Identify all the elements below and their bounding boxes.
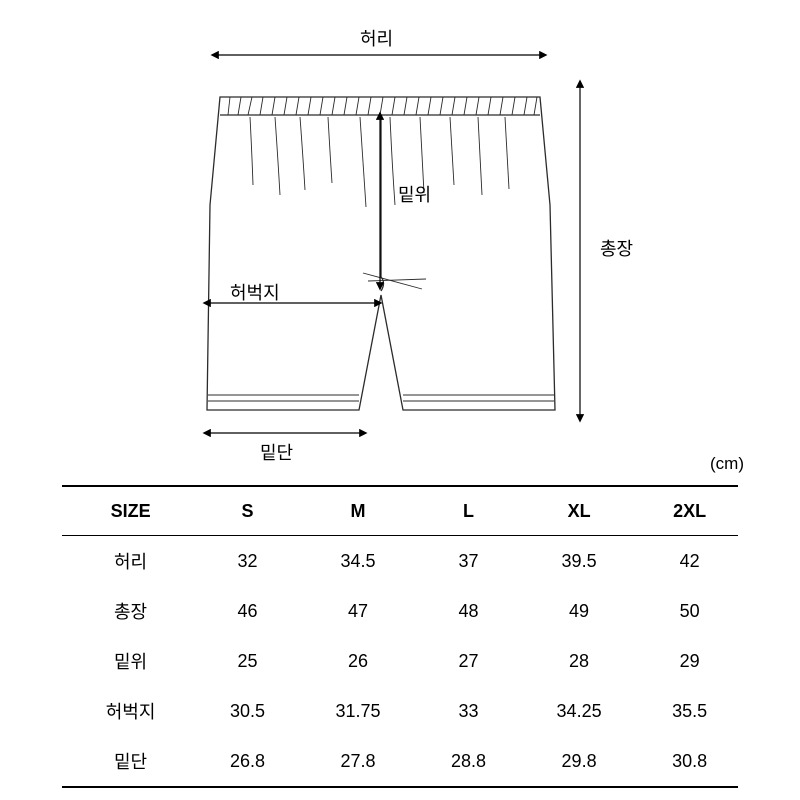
table-header-row: SIZE S M L XL 2XL: [62, 486, 738, 536]
shorts-outline: [207, 97, 555, 410]
label-hem: 밑단: [260, 439, 293, 465]
cell: 밑위: [62, 636, 199, 686]
cell: 28: [517, 636, 641, 686]
cell: 47: [296, 586, 420, 636]
cell: 50: [641, 586, 738, 636]
cell: 밑단: [62, 736, 199, 787]
cell: 26: [296, 636, 420, 686]
unit-label: (cm): [710, 454, 744, 474]
th-size: SIZE: [62, 486, 199, 536]
cell: 39.5: [517, 536, 641, 587]
cell: 29: [641, 636, 738, 686]
cell: 46: [199, 586, 296, 636]
cell: 35.5: [641, 686, 738, 736]
cell: 30.8: [641, 736, 738, 787]
cell: 37: [420, 536, 517, 587]
table-row: 밑위 25 26 27 28 29: [62, 636, 738, 686]
cell: 27: [420, 636, 517, 686]
cell: 29.8: [517, 736, 641, 787]
cell: 총장: [62, 586, 199, 636]
cell: 26.8: [199, 736, 296, 787]
table-row: 허리 32 34.5 37 39.5 42: [62, 536, 738, 587]
cell: 49: [517, 586, 641, 636]
label-waist: 허리: [360, 25, 393, 51]
cell: 34.5: [296, 536, 420, 587]
cell: 32: [199, 536, 296, 587]
th-xl: XL: [517, 486, 641, 536]
size-chart-page: 허리 총장 밑위 허벅지 밑단 (cm) SIZE S M L XL 2XL 허…: [0, 0, 800, 800]
shorts-diagram: 허리 총장 밑위 허벅지 밑단: [110, 45, 690, 445]
cell: 25: [199, 636, 296, 686]
cell: 허리: [62, 536, 199, 587]
th-s: S: [199, 486, 296, 536]
label-rise: 밑위: [398, 181, 431, 207]
cell: 48: [420, 586, 517, 636]
cell: 30.5: [199, 686, 296, 736]
cell: 허벅지: [62, 686, 199, 736]
table-row: 허벅지 30.5 31.75 33 34.25 35.5: [62, 686, 738, 736]
label-thigh: 허벅지: [230, 279, 280, 305]
size-table: SIZE S M L XL 2XL 허리 32 34.5 37 39.5 42 …: [62, 485, 738, 788]
cell: 27.8: [296, 736, 420, 787]
cell: 31.75: [296, 686, 420, 736]
table-row: 총장 46 47 48 49 50: [62, 586, 738, 636]
cell: 33: [420, 686, 517, 736]
cell: 42: [641, 536, 738, 587]
table-row: 밑단 26.8 27.8 28.8 29.8 30.8: [62, 736, 738, 787]
cell: 28.8: [420, 736, 517, 787]
th-m: M: [296, 486, 420, 536]
label-length: 총장: [600, 235, 633, 261]
th-l: L: [420, 486, 517, 536]
cell: 34.25: [517, 686, 641, 736]
th-2xl: 2XL: [641, 486, 738, 536]
